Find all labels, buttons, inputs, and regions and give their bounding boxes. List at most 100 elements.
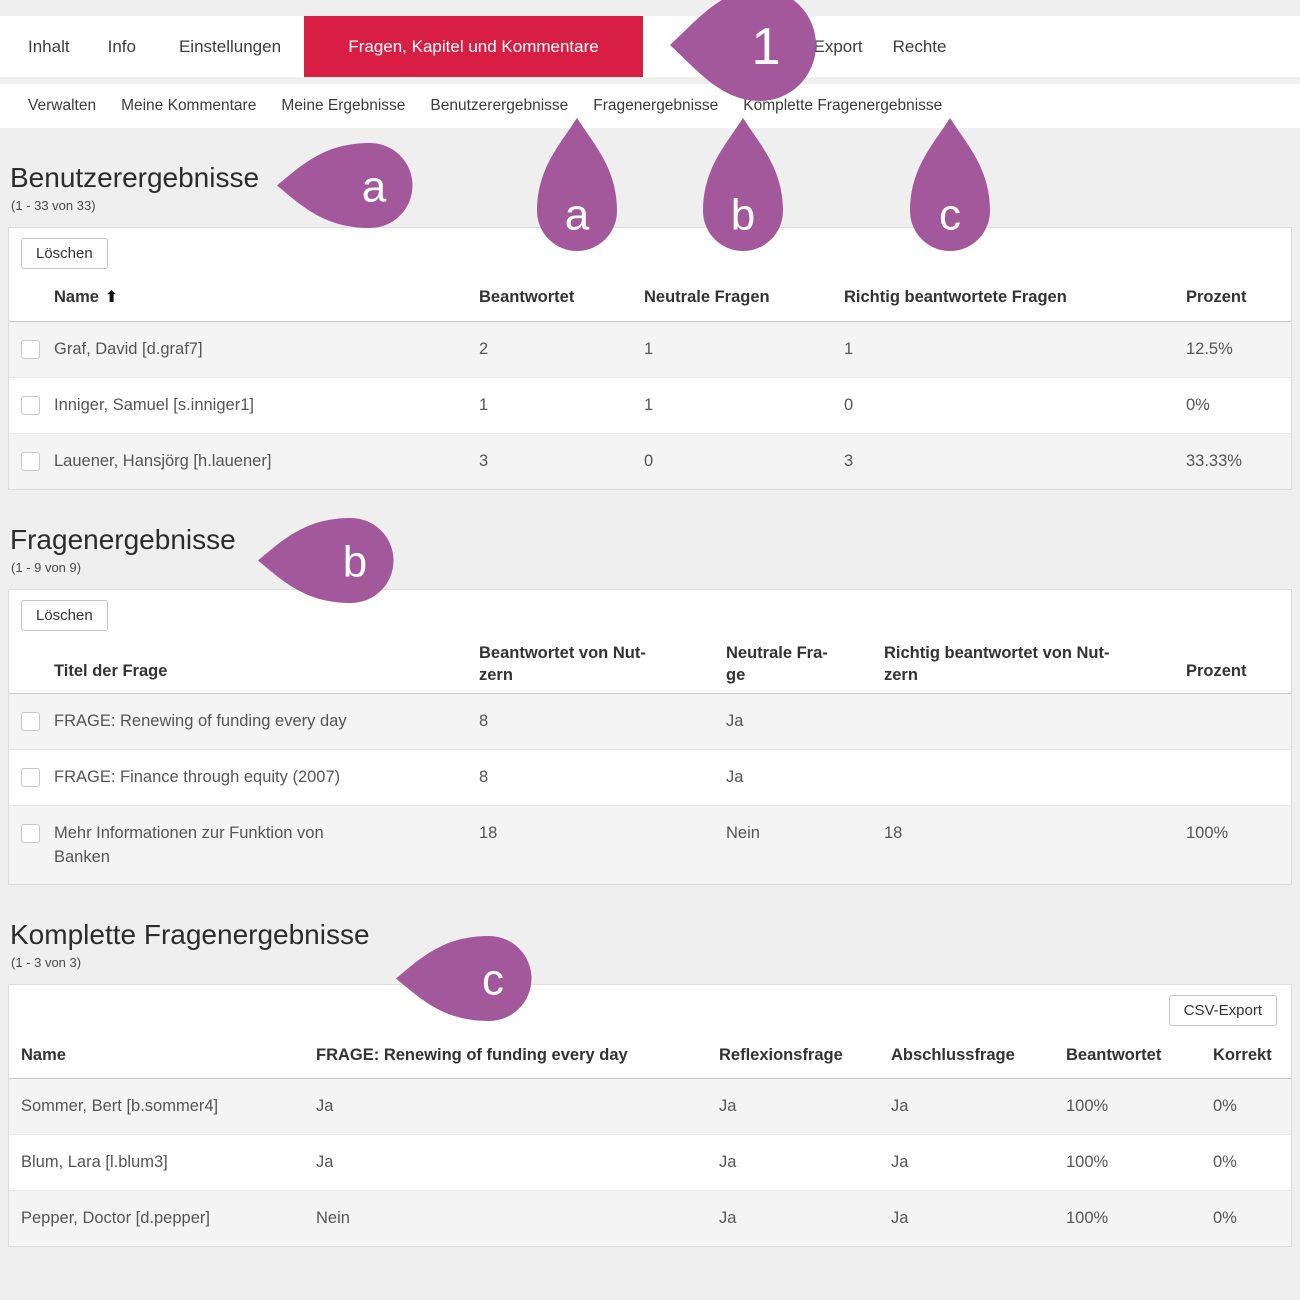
delete-button[interactable]: Löschen [21,238,108,269]
column-header-beantwortet-von-nutzern[interactable]: Beantwortet von Nut- zern [479,636,726,694]
table-row: FRAGE: Renewing of funding every day 8 J… [9,693,1291,750]
subnav-meine-ergebnisse[interactable]: Meine Ergebnisse [281,97,406,114]
cell-prozent [1186,693,1291,750]
column-header-beantwortet[interactable]: Beantwortet [1066,1032,1213,1080]
cell-beantwortet: 1 [479,376,644,434]
tab-partially-hidden[interactable]: tt [761,36,771,56]
column-header-neutrale-frage[interactable]: Neutrale Fra- ge [726,636,884,694]
main-content: Benutzerergebnisse (1 - 33 von 33) Lösch… [0,128,1300,1248]
cell-abschlussfrage: Ja [891,1078,1066,1135]
row-checkbox[interactable] [21,823,40,843]
cell-beantwortet: 3 [479,432,644,489]
table-header-row: Name ⬆ Beantwortet Neutrale Fragen Richti… [9,275,1291,322]
cell-beantwortet: 100% [1066,1190,1213,1247]
column-header-korrekt[interactable]: Korrekt [1213,1032,1291,1080]
cell-name: Pepper, Doctor [d.pepper] [9,1190,316,1247]
cell-beantwortet: 2 [479,321,644,378]
column-header-reflexionsfrage[interactable]: Reflexionsfrage [719,1032,891,1080]
cell-frage: Nein [316,1190,719,1247]
cell-beantwortet: 100% [1066,1078,1213,1135]
cell-richtig: 0 [844,376,1186,434]
cell-reflexionsfrage: Ja [719,1134,891,1191]
cell-name: Blum, Lara [l.blum3] [9,1134,316,1191]
sort-ascending-icon: ⬆ [104,289,119,307]
subnav-komplette-fragenergebnisse[interactable]: Komplette Fragenergebnisse [743,97,943,114]
subnav-fragenergebnisse[interactable]: Fragenergebnisse [593,97,719,114]
cell-richtig: 3 [844,432,1186,489]
table-row: Inniger, Samuel [s.inniger1] 1 1 0 0% [9,376,1291,434]
cell-neutrale: 1 [644,321,844,378]
benutzerergebnisse-table: Name ⬆ Beantwortet Neutrale Fragen Richti… [9,275,1291,489]
subnav-verwalten[interactable]: Verwalten [28,97,97,114]
table-header-row: Titel der Frage Beantwortet von Nut- zer… [9,636,1291,694]
section-count-fragenergebnisse: (1 - 9 von 9) [11,559,82,575]
column-header-name[interactable]: Name ⬆ [54,275,479,322]
table-row: Blum, Lara [l.blum3] Ja Ja Ja 100% 0% [9,1134,1291,1191]
cell-frage-titel: Mehr Informationen zur Funktion von Bank… [54,804,479,885]
cell-name: Inniger, Samuel [s.inniger1] [54,376,479,434]
cell-frage-titel: FRAGE: Renewing of funding every day [54,693,479,750]
column-header-richtig-beantwortete-fragen[interactable]: Richtig beantwortete Fragen [844,275,1186,322]
cell-neutral: Ja [726,748,884,806]
cell-neutrale: 1 [644,376,844,434]
column-header-neutrale-fragen[interactable]: Neutrale Fragen [644,275,844,322]
column-header-prozent[interactable]: Prozent [1186,275,1291,322]
benutzerergebnisse-table-card: Löschen Name ⬆ Beantwortet Neutrale Frage… [8,227,1292,490]
section-title-komplette-fragenergebnisse: Komplette Fragenergebnisse [10,919,370,951]
cell-beantwortet: 8 [479,748,726,806]
secondary-nav-bar: Verwalten Meine Kommentare Meine Ergebni… [0,84,1300,128]
cell-name: Graf, David [d.graf7] [54,321,479,378]
cell-prozent: 0% [1186,376,1291,434]
tab-rechte[interactable]: Rechte [892,36,947,56]
column-header-prozent[interactable]: Prozent [1186,636,1291,694]
table-row: FRAGE: Finance through equity (2007) 8 J… [9,748,1291,806]
cell-richtig [884,693,1186,750]
column-header-name[interactable]: Name [9,1032,316,1080]
cell-prozent: 12.5% [1186,321,1291,378]
cell-beantwortet: 18 [479,804,726,885]
row-checkbox[interactable] [21,340,40,359]
cell-korrekt: 0% [1213,1134,1291,1191]
row-checkbox[interactable] [21,711,40,731]
row-checkbox[interactable] [21,451,40,471]
tab-fragen-kapitel-kommentare-active[interactable]: Fragen, Kapitel und Kommentare [304,16,644,77]
cell-prozent: 100% [1186,804,1291,885]
subnav-benutzerergebnisse[interactable]: Benutzerergebnisse [430,97,569,114]
table-row: Lauener, Hansjörg [h.lauener] 3 0 3 33.3… [9,432,1291,489]
cell-richtig: 1 [844,321,1186,378]
section-count-benutzerergebnisse: (1 - 33 von 33) [11,198,96,213]
tab-info[interactable]: Info [107,36,136,56]
komplette-fragenergebnisse-table-card: CSV-Export Name FRAGE: Renewing of fundi… [8,984,1292,1248]
column-header-abschlussfrage[interactable]: Abschlussfrage [891,1032,1066,1080]
column-header-frage-renewing[interactable]: FRAGE: Renewing of funding every day [316,1032,719,1080]
subnav-meine-kommentare[interactable]: Meine Kommentare [121,97,257,114]
column-header-beantwortet[interactable]: Beantwortet [479,275,644,322]
delete-button[interactable]: Löschen [21,599,108,631]
row-checkbox[interactable] [21,767,40,787]
fragenergebnisse-table: Titel der Frage Beantwortet von Nut- zer… [9,636,1291,885]
table-row: Sommer, Bert [b.sommer4] Ja Ja Ja 100% 0… [9,1078,1291,1135]
table-row: Mehr Informationen zur Funktion von Bank… [9,804,1291,885]
column-header-richtig-beantwortet-von-nutzern[interactable]: Richtig beantwortet von Nut- zern [884,636,1186,694]
cell-beantwortet: 100% [1066,1134,1213,1191]
row-checkbox[interactable] [21,395,40,415]
tab-export[interactable]: Export [813,36,863,56]
tab-einstellungen[interactable]: Einstellungen [178,36,282,56]
column-header-titel-der-frage[interactable]: Titel der Frage [54,636,479,694]
table-row: Pepper, Doctor [d.pepper] Nein Ja Ja 100… [9,1190,1291,1247]
section-count-komplette-fragenergebnisse: (1 - 3 von 3) [11,955,82,971]
table-row: Graf, David [d.graf7] 2 1 1 12.5% [9,321,1291,378]
cell-frage-titel: FRAGE: Finance through equity (2007) [54,748,479,806]
fragenergebnisse-table-card: Löschen Titel der Frage Beantwortet von … [8,588,1292,886]
section-title-benutzerergebnisse: Benutzerergebnisse [10,162,260,193]
tab-inhalt[interactable]: Inhalt [28,36,70,56]
komplette-fragenergebnisse-table: Name FRAGE: Renewing of funding every da… [9,1032,1291,1247]
cell-prozent [1186,748,1291,806]
cell-abschlussfrage: Ja [891,1190,1066,1247]
cell-name: Lauener, Hansjörg [h.lauener] [54,432,479,489]
section-title-fragenergebnisse: Fragenergebnisse [10,523,236,555]
csv-export-button[interactable]: CSV-Export [1168,995,1277,1027]
cell-name: Sommer, Bert [b.sommer4] [9,1078,316,1135]
cell-frage: Ja [316,1134,719,1191]
primary-tab-bar: Inhalt Info Einstellungen Fragen, Kapite… [0,16,1300,77]
